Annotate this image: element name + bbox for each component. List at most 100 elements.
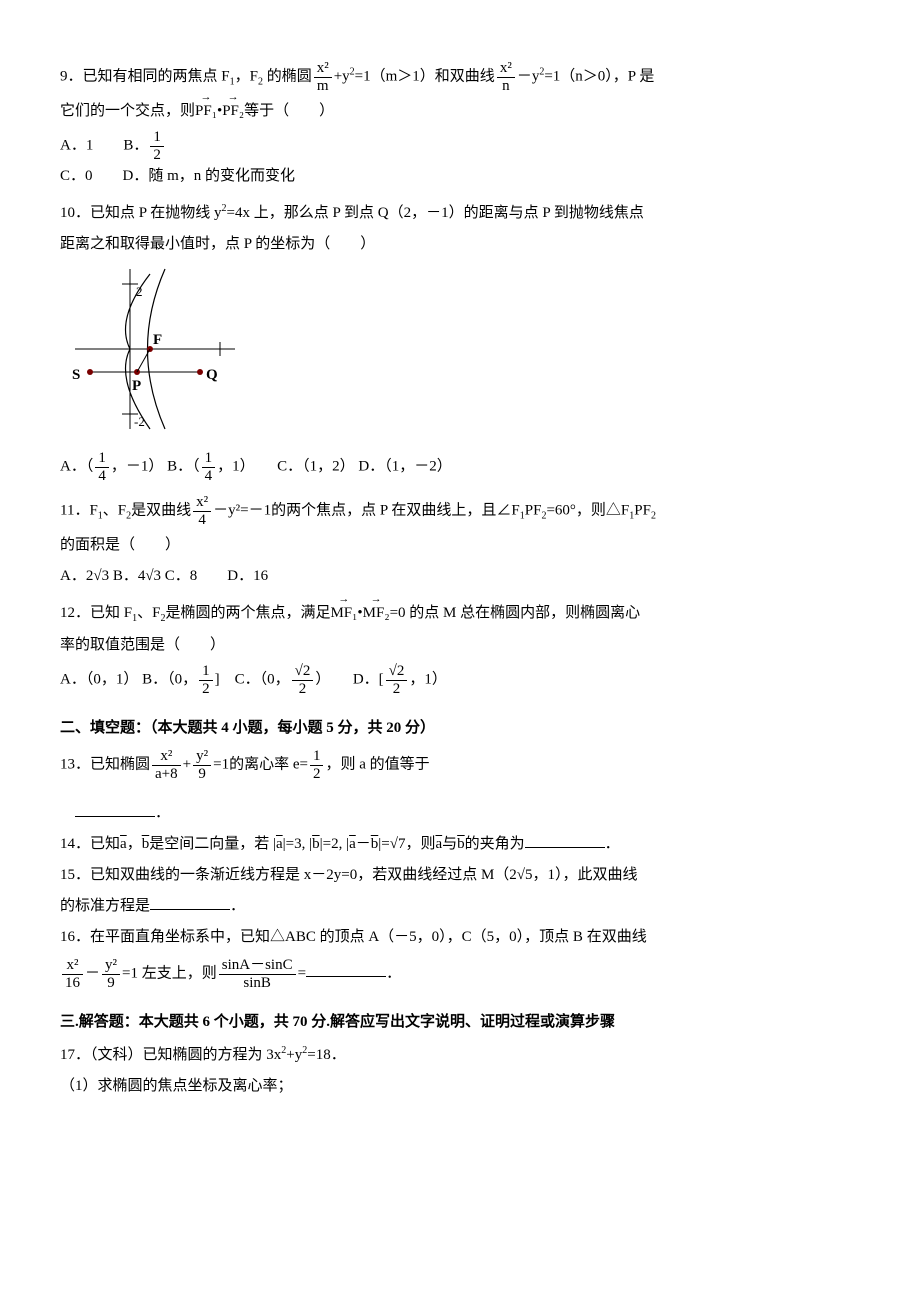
q9-stem-c: 的椭圆 bbox=[263, 68, 312, 84]
frac-half: 12 bbox=[150, 129, 164, 163]
vec-a: a bbox=[276, 836, 283, 852]
q16-a: 16．在平面直角坐标系中，已知△ABC 的顶点 A（－5，0），C（5，0），顶… bbox=[60, 924, 860, 951]
q10-optB-post: ，1） C．（1，2） D．（1，－2） bbox=[217, 458, 452, 474]
q10: 10．已知点 P 在抛物线 y2=4x 上，那么点 P 到点 Q（2，－1）的距… bbox=[60, 200, 860, 227]
vec-a: a bbox=[349, 836, 356, 852]
frac: x²16 bbox=[62, 957, 83, 991]
q12-e: =0 的点 M 总在椭圆内部，则椭圆离心 bbox=[390, 605, 641, 621]
q14-f: － bbox=[356, 836, 371, 852]
frac-num: 1 bbox=[150, 129, 164, 147]
q11: 11．F1、F2是双曲线x²4－y²=－1的两个焦点，点 P 在双曲线上，且∠F… bbox=[60, 494, 860, 528]
q16-b: =1 左支上，则 bbox=[122, 965, 217, 981]
label-q: Q bbox=[206, 367, 218, 383]
frac: y²9 bbox=[102, 957, 120, 991]
q17-a: 17．（文科）已知椭圆的方程为 3x bbox=[60, 1047, 281, 1063]
label-yn2: -2 bbox=[134, 414, 145, 429]
frac-den: 2 bbox=[310, 766, 324, 783]
frac: √22 bbox=[386, 663, 408, 697]
q12-optD: ，1） bbox=[409, 671, 447, 687]
q9-opts: A．1 B．12 C．0 D．随 m，n 的变化而变化 bbox=[60, 129, 860, 190]
frac-14b: 14 bbox=[202, 450, 216, 484]
q14-h: 与 bbox=[442, 836, 457, 852]
q11-g: PF bbox=[634, 502, 651, 518]
q12-optA: A．（0，1） B．（0， bbox=[60, 671, 197, 687]
blank bbox=[525, 832, 605, 848]
frac-den: 4 bbox=[95, 468, 109, 485]
q12-a: 12．已知 F bbox=[60, 605, 132, 621]
q14-i: 的夹角为 bbox=[465, 836, 525, 852]
frac-den: 9 bbox=[193, 766, 211, 783]
q12-b: 、F bbox=[137, 605, 160, 621]
frac-x24: x²4 bbox=[193, 494, 211, 528]
frac-num: x² bbox=[314, 60, 332, 78]
q11-e: PF bbox=[525, 502, 542, 518]
q9-stem-b: ，F bbox=[235, 68, 258, 84]
blank bbox=[306, 961, 386, 977]
q11-c: 是双曲线 bbox=[131, 502, 191, 518]
frac-num: 1 bbox=[202, 450, 216, 468]
q10-line2: 距离之和取得最小值时，点 P 的坐标为（ ） bbox=[60, 231, 860, 258]
q14-a: 14．已知 bbox=[60, 836, 120, 852]
q12-optB: ] C．（0， bbox=[215, 671, 290, 687]
q14-e: |=2, | bbox=[320, 836, 349, 852]
q15-b: 的标准方程是． bbox=[60, 893, 860, 920]
vec-b: b bbox=[312, 836, 320, 852]
frac-den: 2 bbox=[292, 681, 314, 698]
q12-line2: 率的取值范围是（ ） bbox=[60, 632, 860, 659]
frac: 12 bbox=[310, 748, 324, 782]
q17-part1: （1）求椭圆的焦点坐标及离心率； bbox=[60, 1073, 860, 1100]
frac-num: sinA－sinC bbox=[219, 957, 296, 975]
frac-num: 1 bbox=[199, 663, 213, 681]
frac-den: 16 bbox=[62, 975, 83, 992]
q11-f: =60°，则△F bbox=[546, 502, 629, 518]
q17-c: =18． bbox=[307, 1047, 345, 1063]
frac-num: 1 bbox=[95, 450, 109, 468]
frac: x²a+8 bbox=[152, 748, 181, 782]
q9-l2-c: 等于（ ） bbox=[244, 103, 334, 119]
frac: y²9 bbox=[193, 748, 211, 782]
q9-l2-a: 它们的一个交点，则 bbox=[60, 103, 195, 119]
q14-g: |=√7，则 bbox=[378, 836, 435, 852]
frac-14a: 14 bbox=[95, 450, 109, 484]
q9-stem-f: －y bbox=[517, 68, 540, 84]
frac-den: a+8 bbox=[152, 766, 181, 783]
frac-num: y² bbox=[102, 957, 120, 975]
frac-num: √2 bbox=[386, 663, 408, 681]
vec-b: b bbox=[457, 836, 465, 852]
q13-blank-row: ． bbox=[60, 800, 860, 827]
q14-c: 是空间二向量，若 | bbox=[149, 836, 276, 852]
label-y2: 2 bbox=[136, 284, 143, 299]
frac-den: 9 bbox=[102, 975, 120, 992]
q9: 9．已知有相同的两焦点 F1，F2 的椭圆x²m+y2=1（m＞1）和双曲线x²… bbox=[60, 60, 860, 94]
q12-opts: A．（0，1） B．（0，12] C．（0，√22） D．[√22，1） bbox=[60, 663, 860, 697]
label-p: P bbox=[132, 378, 141, 394]
q9-stem-d: +y bbox=[334, 68, 350, 84]
q15-a: 15．已知双曲线的一条渐近线方程是 x－2y=0，若双曲线经过点 M（2√5，1… bbox=[60, 862, 860, 889]
parabola-graph-svg: 2 -2 S F P Q bbox=[60, 264, 240, 434]
vec-a: a bbox=[120, 836, 127, 852]
frac-den: 4 bbox=[193, 512, 211, 529]
q13: 13．已知椭圆x²a+8+y²9=1的离心率 e=12，则 a 的值等于 bbox=[60, 748, 860, 782]
q11-d: －y²=－1的两个焦点，点 P 在双曲线上，且∠F bbox=[213, 502, 520, 518]
q17-b: +y bbox=[286, 1047, 302, 1063]
frac-num: y² bbox=[193, 748, 211, 766]
q11-b: 、F bbox=[103, 502, 126, 518]
frac-x2-n: x²n bbox=[497, 60, 515, 94]
q9-line2: 它们的一个交点，则PF₁•PF₂等于（ ） bbox=[60, 98, 860, 125]
label-f: F bbox=[153, 332, 162, 348]
q16-line2: x²16－y²9=1 左支上，则sinA－sinCsinB=． bbox=[60, 957, 860, 991]
frac-den: sinB bbox=[219, 975, 296, 992]
sub: 2 bbox=[651, 510, 656, 521]
section-2-title: 二、填空题：（本大题共 4 小题，每小题 5 分，共 20 分） bbox=[60, 715, 860, 742]
frac-num: x² bbox=[497, 60, 515, 78]
plus: + bbox=[183, 756, 191, 772]
frac-den: n bbox=[497, 78, 515, 95]
q13-a: 13．已知椭圆 bbox=[60, 756, 150, 772]
section-3-title: 三.解答题：本大题共 6 个小题，共 70 分.解答应写出文字说明、证明过程或演… bbox=[60, 1009, 860, 1036]
frac: √22 bbox=[292, 663, 314, 697]
q10-graph: 2 -2 S F P Q bbox=[60, 264, 860, 444]
comma: ， bbox=[127, 836, 142, 852]
q14: 14．已知a，b是空间二向量，若 |a|=3, |b|=2, |a－b|=√7，… bbox=[60, 831, 860, 858]
q14-d: |=3, | bbox=[283, 836, 312, 852]
vec-pf2: PF₂ bbox=[222, 98, 244, 125]
